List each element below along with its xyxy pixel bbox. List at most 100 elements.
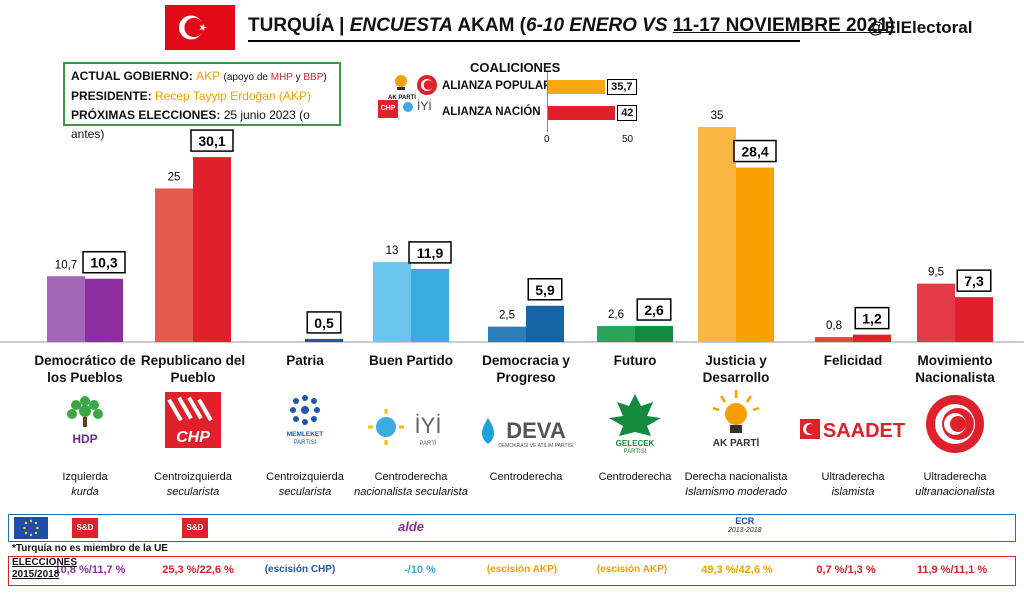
government-info-box: ACTUAL GOBIERNO: AKP (apoyo de MHP y BBP… — [63, 62, 341, 141]
coalition-label-nacion: ALIANZA NACIÓN — [442, 106, 541, 118]
bar-previous-label-8: 9,5 — [928, 267, 944, 279]
bar-current-label-box-3 — [408, 241, 452, 264]
svg-text:DEVA: DEVA — [506, 418, 566, 443]
bar-current-label-box-2 — [306, 311, 342, 334]
bar-previous-label-7: 0,8 — [826, 320, 842, 332]
coalitions-title: COALICIONES — [470, 60, 561, 75]
bar-current-4 — [526, 305, 564, 342]
coalition-value-popular: 35,7 — [607, 79, 637, 95]
saadet-logo-icon: SAADET — [798, 414, 908, 449]
ecr-group-logo: ECR 2013-2018 — [728, 516, 762, 534]
svg-text:PARTİSİ: PARTİSİ — [294, 439, 317, 446]
turkey-flag — [165, 5, 235, 50]
ideology-line-2: secularista — [166, 486, 220, 498]
bar-current-label-box-4 — [527, 278, 563, 301]
ideology-line-2: nacionalista secularista — [354, 486, 468, 498]
election-result-gelecek: (escisión AKP) — [596, 564, 668, 575]
party-ideology-memleket: Centroizquierda secularista — [240, 470, 370, 500]
mhp-mini-logo — [416, 74, 438, 101]
party-name-iyi: Buen Partido — [368, 353, 453, 368]
svg-text:PARTİSİ: PARTİSİ — [624, 448, 647, 454]
election-result-akp: 49,3 %/42,6 % — [701, 564, 773, 576]
gelecek-logo-icon: GELECEK PARTİSİ — [603, 392, 667, 459]
bar-current-label-5: 2,6 — [644, 302, 664, 318]
bar-current-label-box-8 — [956, 269, 992, 292]
ideology-line-1: Ultraderecha — [821, 471, 885, 483]
ep-groups-row — [8, 514, 1016, 542]
bar-current-8 — [955, 297, 993, 342]
party-name-hdp: Democrático de los Pueblos — [34, 353, 136, 385]
bar-current-label-6: 28,4 — [741, 144, 768, 160]
election-result-mhp: 11,9 %/11,1 % — [916, 564, 988, 576]
party-name-deva: Democracia y Progreso — [482, 353, 570, 385]
bar-current-label-4: 5,9 — [535, 282, 555, 298]
ideology-line-1: Centroderecha — [598, 471, 672, 483]
ideology-line-2: islamista — [831, 486, 875, 498]
poll-bar-chart: 10,7 10,3 25 30,1 0,5 13 11,9 2,5 5,9 2,6 2,6 35 28,… — [0, 110, 1024, 343]
svg-text:İYİ: İYİ — [415, 413, 442, 438]
page-title: TURQUÍA | ENCUESTA AKAM (6-10 ENERO VS 1… — [248, 15, 895, 36]
alde-group-logo: alde — [398, 519, 425, 534]
party-name-akp: Justicia y Desarrollo — [702, 353, 770, 385]
party-ideology-hdp: Izquierda kurda — [20, 470, 150, 500]
chp-logo-icon: CHP — [165, 392, 221, 453]
svg-text:CHP: CHP — [176, 429, 210, 446]
ideology-line-1: Izquierda — [62, 471, 108, 483]
bar-previous-0 — [47, 276, 85, 342]
election-result-deva: (escisión AKP) — [486, 564, 558, 575]
party-ideology-gelecek: Centroderecha — [570, 470, 700, 485]
coalition-label-popular: ALIANZA POPULAR — [442, 80, 552, 92]
bar-previous-4 — [488, 326, 526, 342]
party-name-chp: Republicano del Pueblo — [140, 353, 246, 385]
svg-text:SAADET: SAADET — [823, 420, 905, 442]
ideology-line-1: Centroizquierda — [266, 471, 344, 483]
coalition-axis-min: 0 — [544, 134, 550, 145]
bar-current-3 — [411, 268, 449, 342]
coalition-axis-max: 50 — [622, 134, 634, 145]
sd-group-logo-1: S&D — [72, 518, 98, 538]
hdp-logo-icon: HDP — [63, 391, 107, 450]
bar-previous-6 — [698, 127, 736, 342]
party-name-memleket: Patria — [286, 353, 324, 368]
bar-current-label-box-1 — [190, 129, 234, 152]
svg-text:MEMLEKET: MEMLEKET — [287, 431, 324, 438]
bar-previous-7 — [815, 337, 853, 342]
party-name-gelecek: Futuro — [613, 353, 657, 368]
bar-previous-3 — [373, 262, 411, 342]
mhp-logo-icon — [924, 393, 986, 460]
bar-current-5 — [635, 326, 673, 342]
ideology-line-1: Centroizquierda — [154, 471, 232, 483]
bar-current-label-3: 11,9 — [417, 245, 444, 261]
ideology-line-1: Centroderecha — [374, 471, 448, 483]
bar-current-6 — [736, 167, 774, 342]
ideology-line-1: Centroderecha — [489, 471, 563, 483]
bar-previous-5 — [597, 326, 635, 342]
ideology-line-2: secularista — [278, 486, 332, 498]
bar-current-label-0: 10,3 — [90, 255, 117, 271]
party-name-saadet: Felicidad — [823, 353, 883, 368]
coalition-value-nacion: 42 — [617, 105, 638, 121]
bar-previous-label-0: 10,7 — [55, 259, 77, 271]
akp-mini-logo: AK PARTİ — [388, 72, 416, 101]
election-result-chp: 25,3 %/22,6 % — [162, 564, 234, 576]
election-result-iyi: -/10 % — [404, 564, 436, 576]
party-name-mhp: Movimiento Nacionalista — [915, 353, 995, 385]
bar-previous-label-6: 35 — [711, 110, 724, 122]
ideology-line-2: Islamismo moderado — [684, 486, 788, 498]
eu-flag-icon — [14, 517, 48, 539]
election-result-memleket: (escisión CHP) — [264, 564, 336, 575]
party-ideology-iyi: Centroderecha nacionalista secularista — [346, 470, 476, 500]
election-result-saadet: 0,7 %/1,3 % — [816, 564, 876, 576]
chp-mini-logo: CHP — [378, 100, 398, 118]
iyi-logo-icon: İYİ PARTİ — [366, 405, 456, 456]
bar-current-label-box-7 — [854, 306, 890, 330]
iyi-sun-mini-icon — [401, 100, 415, 119]
bar-current-label-7: 1,2 — [862, 311, 882, 327]
akp-logo-icon: AK PARTİ — [701, 388, 771, 455]
bar-current-label-8: 7,3 — [964, 273, 984, 289]
party-ideology-deva: Centroderecha — [461, 470, 591, 485]
bar-current-label-box-0 — [82, 250, 126, 274]
coalition-bar-popular — [548, 80, 606, 94]
bar-previous-1 — [155, 188, 193, 342]
bar-previous-label-1: 25 — [168, 171, 181, 183]
